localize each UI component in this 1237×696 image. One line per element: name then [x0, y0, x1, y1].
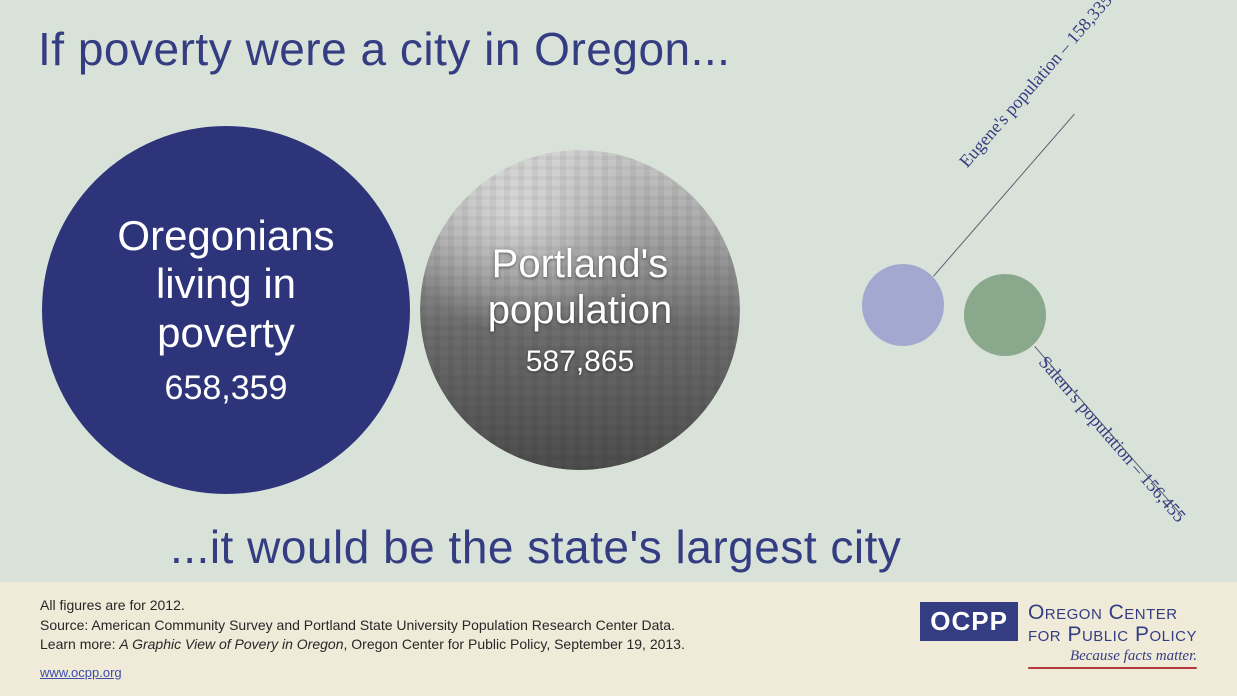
leader-line-eugene — [933, 114, 1075, 277]
circle-portland-label: Portland's population — [488, 241, 673, 333]
circle-portland-value: 587,865 — [488, 345, 673, 379]
footer-link[interactable]: www.ocpp.org — [40, 665, 122, 680]
footer-line3-prefix: Learn more: — [40, 636, 119, 652]
circle-poverty: Oregonians living in poverty 658,359 — [42, 126, 410, 494]
footer-line3-italic: A Graphic View of Povery in Oregon — [119, 636, 343, 652]
logo-line2: for Public Policy — [1028, 624, 1197, 646]
label-eugene: Eugene's population – 158,335 — [955, 0, 1117, 172]
footer-line3-suffix: , Oregon Center for Public Policy, Septe… — [343, 636, 684, 652]
logo-text: Oregon Center for Public Policy — [1028, 602, 1197, 646]
headline-top: If poverty were a city in Oregon... — [38, 22, 730, 76]
logo-block: OCPP Oregon Center for Public Policy Bec… — [920, 596, 1197, 665]
footer-line3: Learn more: A Graphic View of Povery in … — [40, 635, 685, 655]
headline-bottom: ...it would be the state's largest city — [170, 520, 901, 574]
logo-abbr-box: OCPP — [920, 602, 1018, 641]
footer-line1: All figures are for 2012. — [40, 596, 685, 616]
logo-text-block: Oregon Center for Public Policy Because … — [1028, 602, 1197, 665]
footer: All figures are for 2012. Source: Americ… — [0, 582, 1237, 696]
label-salem: Salem's population – 156,455 — [1034, 352, 1190, 527]
logo-tagline: Because facts matter. — [1028, 648, 1197, 665]
circle-poverty-value: 658,359 — [165, 369, 288, 408]
footer-line2: Source: American Community Survey and Po… — [40, 616, 685, 636]
logo-line1: Oregon Center — [1028, 602, 1197, 624]
circle-portland: Portland's population 587,865 — [420, 150, 740, 470]
circle-poverty-label: Oregonians living in poverty — [117, 212, 334, 357]
footer-text-block: All figures are for 2012. Source: Americ… — [40, 596, 685, 682]
circle-eugene — [862, 264, 944, 346]
circle-salem — [964, 274, 1046, 356]
